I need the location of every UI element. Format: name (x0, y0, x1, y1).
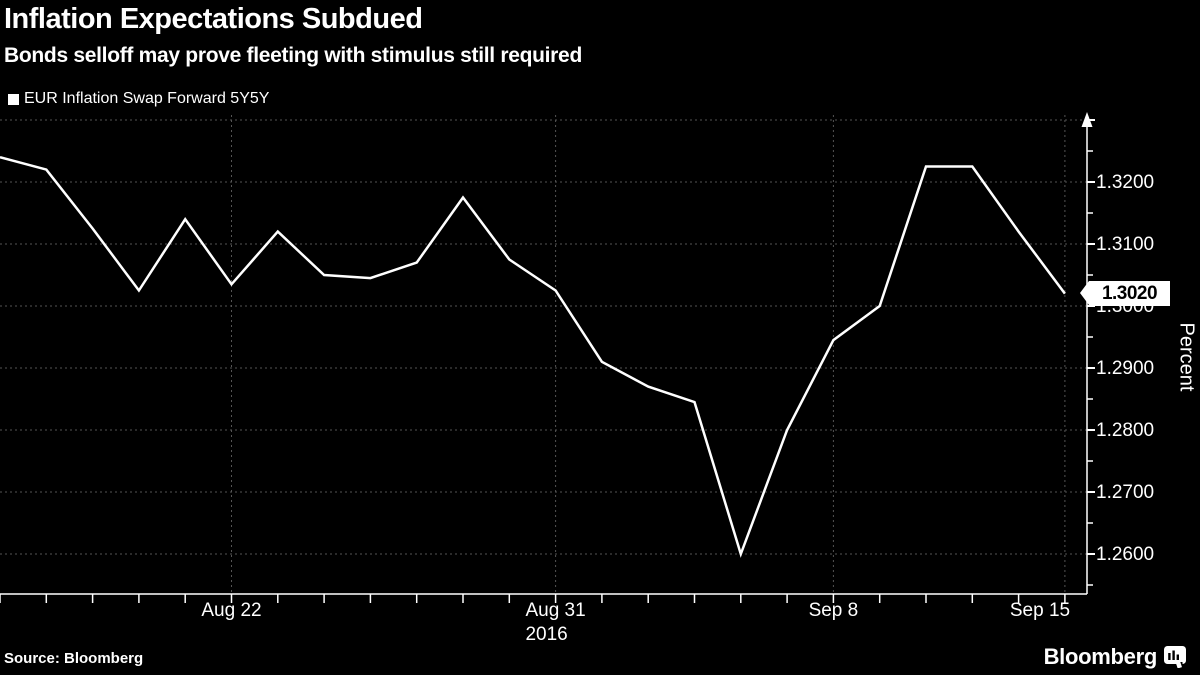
x-axis-label: Aug 22 (201, 600, 262, 621)
y-axis-label: 1.3100 (1096, 233, 1155, 255)
bloomberg-terminal-icon (1164, 646, 1186, 668)
series-line (0, 155, 1066, 558)
bloomberg-wordmark: Bloomberg (1043, 644, 1158, 669)
source-credit: Source: Bloomberg (4, 650, 144, 667)
x-axis-year-label: 2016 (525, 624, 568, 645)
last-price-badge: 1.3020 (1080, 281, 1170, 307)
x-axis-label: Sep 8 (808, 600, 859, 621)
bloomberg-logo: Bloomberg (1044, 644, 1186, 670)
y-axis-label: 1.2600 (1096, 543, 1155, 565)
y-axis-label: 1.3200 (1096, 171, 1155, 193)
y-axis-label: 1.2800 (1096, 419, 1155, 441)
legend: EUR Inflation Swap Forward 5Y5Y (8, 90, 269, 108)
y-axis-label: 1.2900 (1096, 357, 1155, 379)
page-title: Inflation Expectations Subdued (4, 3, 423, 35)
legend-label: EUR Inflation Swap Forward 5Y5Y (24, 90, 270, 107)
legend-swatch-icon (8, 93, 19, 105)
y-axis-label: 1.2700 (1096, 481, 1155, 503)
y-axis-title: Percent (1175, 322, 1198, 392)
x-axis-label: Sep 15 (1009, 600, 1071, 621)
x-axis-label: Aug 31 2016 (525, 600, 586, 645)
page-subtitle: Bonds selloff may prove fleeting with st… (4, 44, 582, 67)
